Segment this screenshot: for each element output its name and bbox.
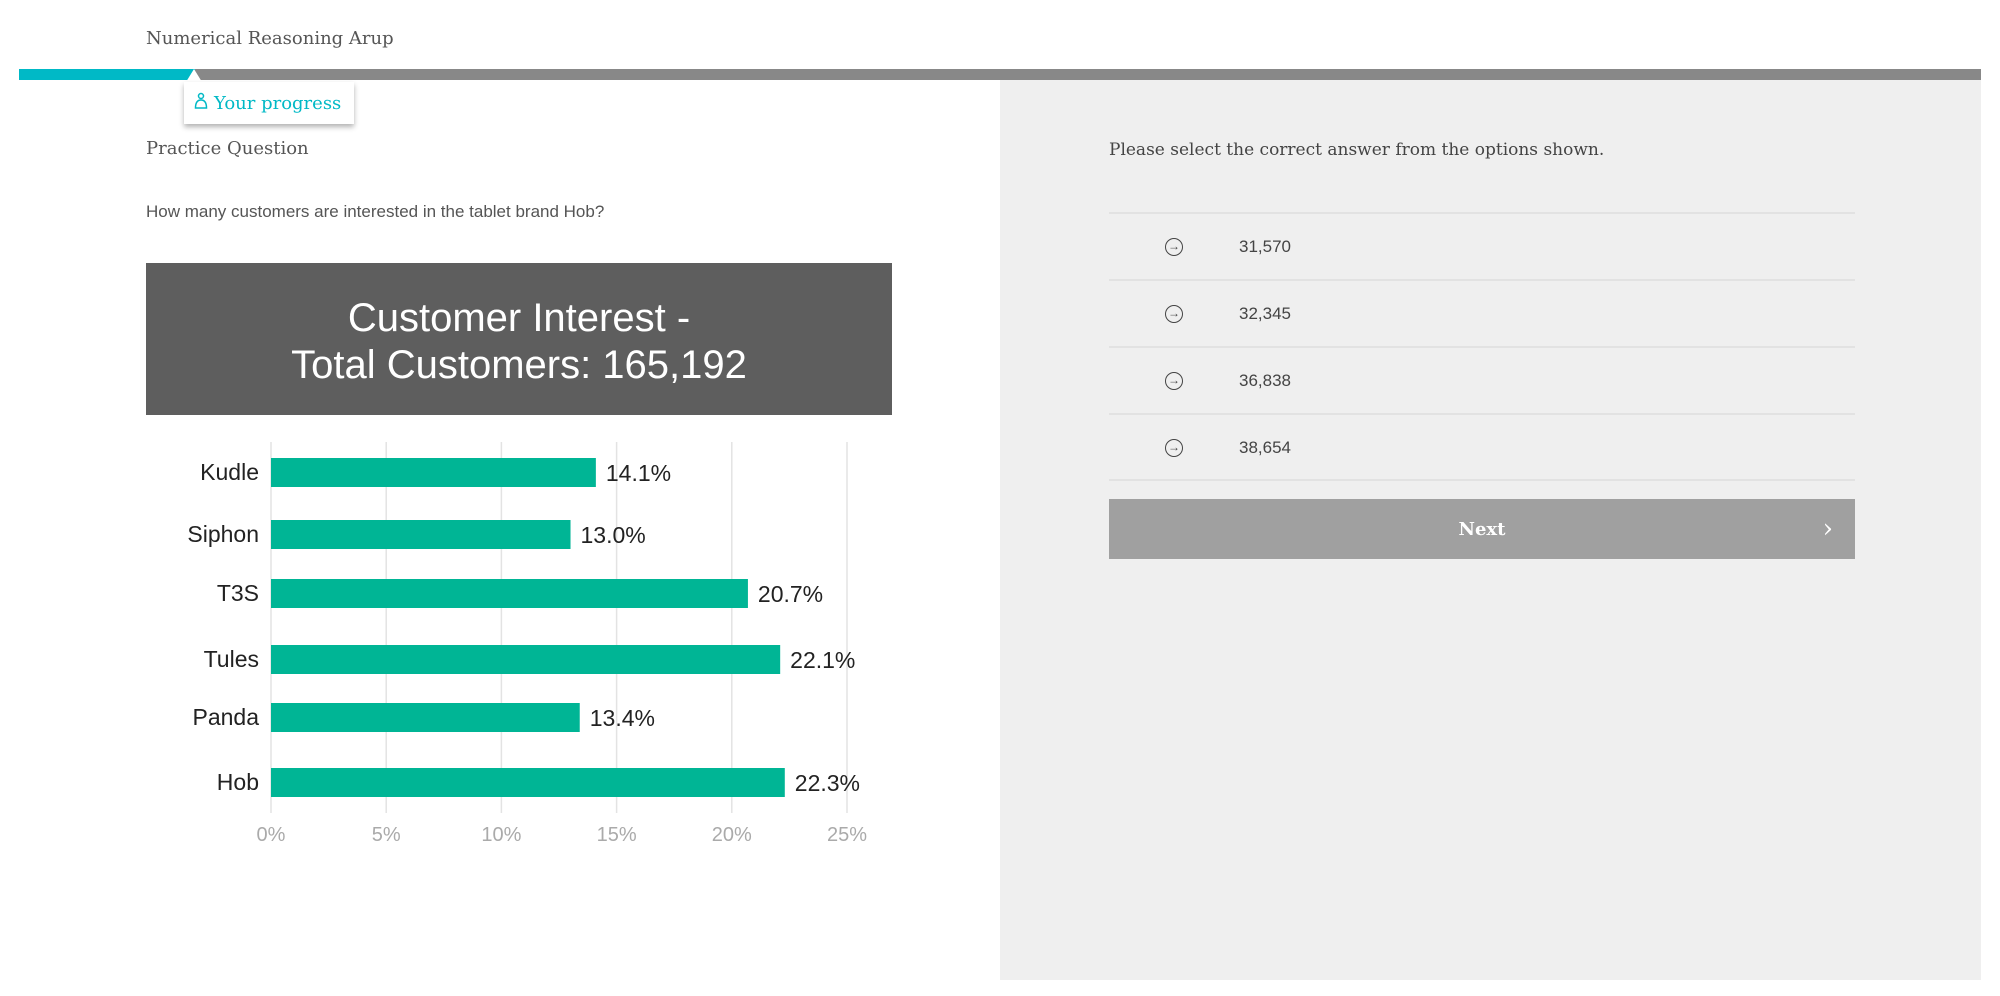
bar — [271, 768, 785, 797]
answer-option[interactable]: → 36,838 — [1109, 346, 1855, 413]
circle-arrow-right-icon: → — [1165, 371, 1183, 390]
bar — [271, 520, 571, 549]
data-label: 13.4% — [590, 705, 655, 731]
answer-instruction: Please select the correct answer from th… — [1109, 140, 1605, 160]
next-button[interactable]: Next › — [1109, 499, 1855, 559]
question-text: How many customers are interested in the… — [146, 202, 605, 221]
x-tick-label: 20% — [712, 824, 752, 846]
progress-label: Your progress — [214, 92, 342, 114]
option-value: 31,570 — [1239, 236, 1291, 256]
x-tick-label: 15% — [597, 824, 637, 846]
circle-arrow-right-icon: → — [1165, 237, 1183, 256]
category-label: Siphon — [187, 521, 259, 547]
chart-header: Customer Interest - Total Customers: 165… — [146, 263, 892, 415]
chart-title: Customer Interest - — [347, 296, 691, 340]
option-value: 32,345 — [1239, 303, 1291, 323]
answer-option[interactable]: → 32,345 — [1109, 279, 1855, 346]
x-tick-label: 5% — [372, 824, 401, 846]
x-tick-label: 10% — [481, 824, 521, 846]
app-title: Numerical Reasoning Arup — [146, 28, 394, 49]
progress-pointer — [186, 69, 202, 82]
category-label: Kudle — [200, 459, 259, 485]
category-label: Hob — [217, 769, 259, 795]
answer-option[interactable]: → 31,570 — [1109, 212, 1855, 279]
bar — [271, 703, 580, 732]
option-value: 38,654 — [1239, 437, 1291, 457]
category-label: T3S — [217, 580, 259, 606]
divider — [1109, 479, 1855, 481]
chart-subtitle: Total Customers: 165,192 — [291, 343, 747, 387]
data-label: 20.7% — [758, 581, 823, 607]
progress-bar-track — [195, 69, 1981, 80]
circle-arrow-right-icon: → — [1165, 304, 1183, 323]
bar — [271, 579, 748, 608]
data-label: 14.1% — [606, 460, 671, 486]
circle-arrow-right-icon: → — [1165, 438, 1183, 457]
progress-bar-fill — [19, 69, 195, 80]
category-label: Panda — [192, 704, 259, 730]
option-value: 36,838 — [1239, 370, 1291, 390]
x-tick-label: 25% — [827, 824, 867, 846]
chevron-right-icon: › — [1822, 514, 1833, 544]
category-label: Tules — [204, 646, 259, 672]
user-icon — [194, 92, 208, 115]
data-label: 22.3% — [795, 770, 860, 796]
answer-option[interactable]: → 38,654 — [1109, 413, 1855, 480]
progress-tooltip[interactable]: Your progress — [184, 82, 354, 124]
section-title: Practice Question — [146, 138, 309, 159]
bar — [271, 458, 596, 487]
data-label: 22.1% — [790, 647, 855, 673]
bar-chart: 0% 5% 10% 15% 20% 25% Kudle 14.1% Siphon 13.0% T3S… — [187, 442, 867, 846]
next-label: Next — [1458, 518, 1506, 540]
data-label: 13.0% — [581, 522, 646, 548]
bar — [271, 645, 781, 674]
x-tick-label: 0% — [257, 824, 286, 846]
